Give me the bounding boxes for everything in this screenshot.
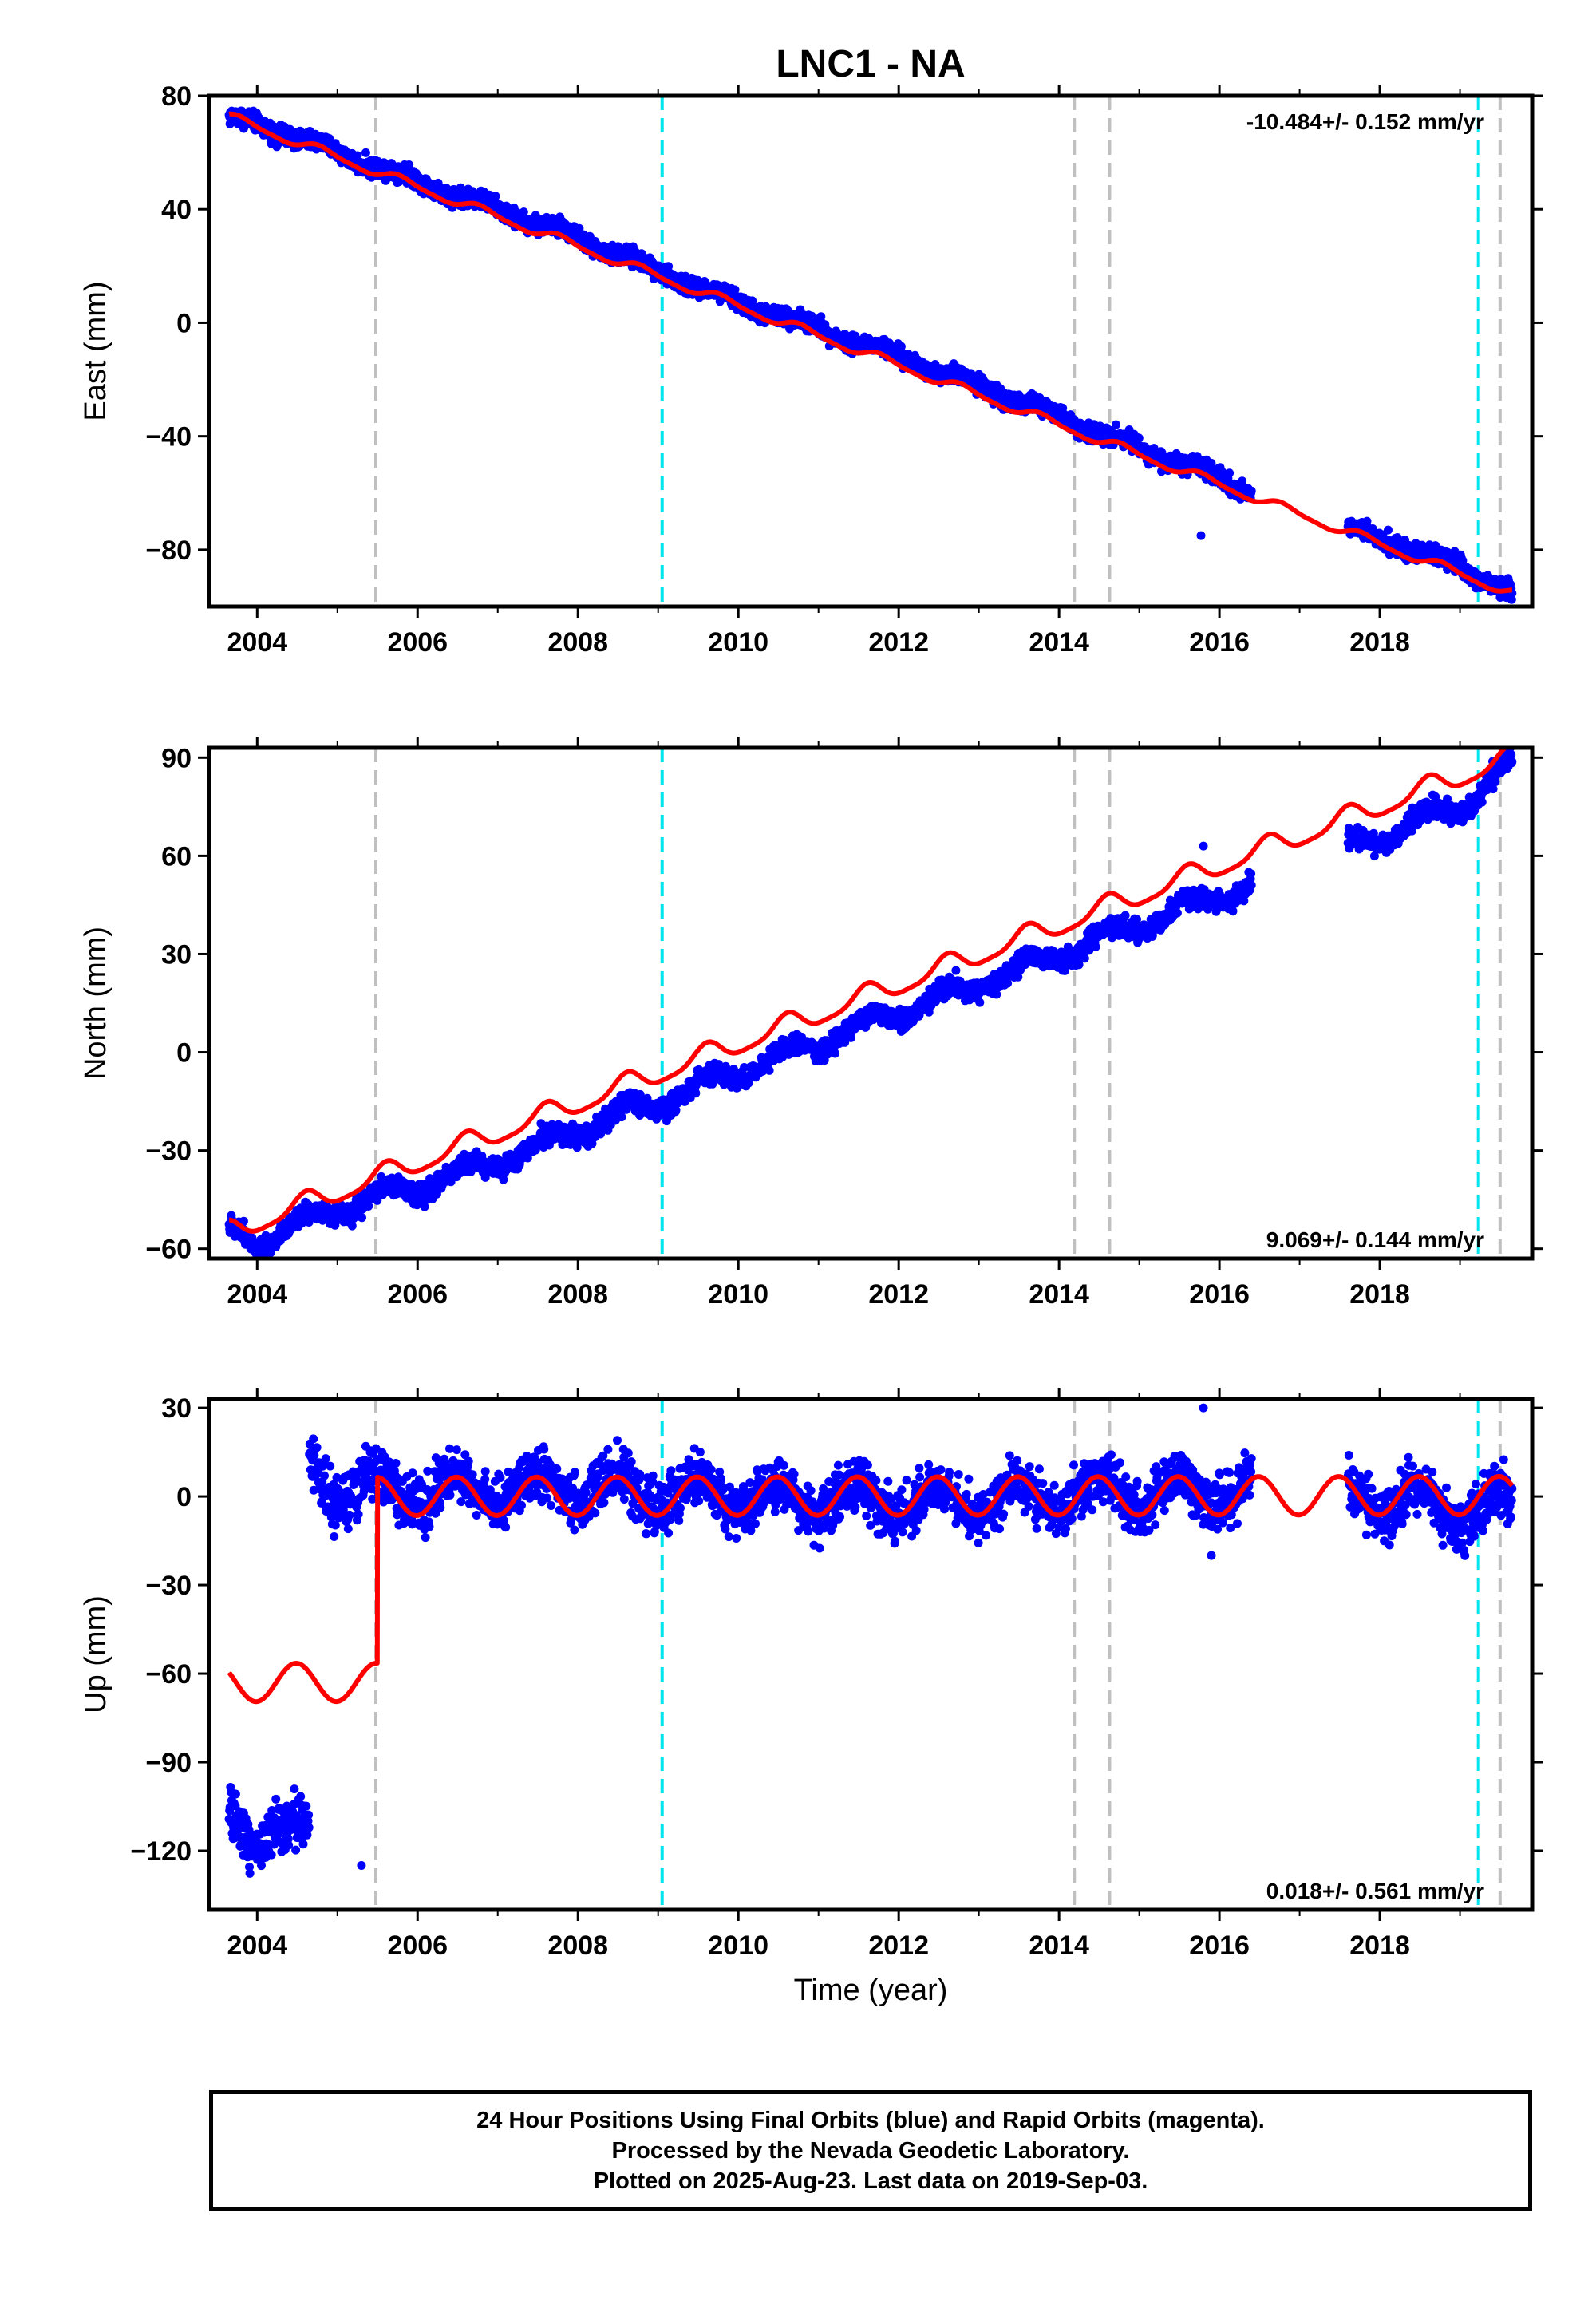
data-point bbox=[951, 966, 961, 975]
x-tick-label: 2010 bbox=[708, 627, 768, 658]
data-point bbox=[664, 262, 674, 271]
x-tick-label: 2006 bbox=[387, 627, 448, 658]
east-panel: −80 −40 0 40 80 2004 2006 2008 2010 2012 2014 2016 2… bbox=[79, 81, 1543, 658]
x-tick-label: 2016 bbox=[1189, 627, 1250, 658]
data-point bbox=[764, 1065, 774, 1075]
plot-area bbox=[224, 748, 1517, 1259]
data-point bbox=[499, 1175, 508, 1184]
data-point bbox=[491, 192, 500, 201]
data-point bbox=[1458, 555, 1468, 565]
plot-frame bbox=[207, 93, 1535, 609]
x-tick-label: 2012 bbox=[868, 627, 929, 658]
figure-title: LNC1 - NA bbox=[776, 43, 965, 85]
y-tick-label: 0 bbox=[176, 308, 192, 338]
data-point bbox=[1207, 458, 1216, 468]
data-point bbox=[361, 148, 370, 157]
data-point bbox=[846, 1033, 855, 1042]
data-point bbox=[730, 285, 740, 294]
data-point bbox=[896, 342, 906, 351]
y-tick-label: −80 bbox=[145, 536, 192, 566]
data-point bbox=[1091, 942, 1100, 951]
model-fit-line bbox=[227, 111, 1515, 594]
data-point bbox=[1112, 420, 1120, 429]
x-tick-label: 2014 bbox=[1029, 627, 1089, 658]
data-point bbox=[1246, 486, 1256, 496]
data-point bbox=[364, 1201, 373, 1211]
data-point bbox=[239, 1216, 248, 1226]
y-tick-label: 40 bbox=[161, 195, 192, 225]
outlier-point bbox=[1196, 531, 1206, 540]
data-point bbox=[519, 207, 528, 217]
data-point bbox=[1384, 525, 1393, 535]
plot-area bbox=[224, 96, 1517, 607]
data-point bbox=[691, 1089, 701, 1098]
data-point bbox=[975, 998, 985, 1007]
data-point bbox=[358, 1213, 366, 1223]
data-point bbox=[617, 1113, 626, 1122]
y-tick-label: 80 bbox=[161, 81, 192, 112]
data-point bbox=[1172, 908, 1182, 918]
x-tick-label: 2004 bbox=[227, 627, 287, 658]
data-point bbox=[1080, 954, 1089, 963]
rate-label: -10.484+/- 0.152 mm/yr bbox=[1246, 109, 1484, 134]
y-axis-label: East (mm) bbox=[79, 281, 113, 421]
data-point bbox=[347, 1221, 357, 1231]
y-tick-label: −40 bbox=[145, 422, 192, 453]
data-point bbox=[831, 1049, 839, 1058]
data-point bbox=[1134, 433, 1144, 443]
data-point bbox=[1507, 595, 1516, 604]
data-point bbox=[420, 1202, 429, 1211]
data-point bbox=[572, 1143, 582, 1152]
data-point bbox=[1120, 911, 1130, 920]
x-tick-label: 2018 bbox=[1349, 627, 1410, 658]
x-tick-label: 2008 bbox=[547, 627, 608, 658]
data-point bbox=[1225, 468, 1235, 478]
